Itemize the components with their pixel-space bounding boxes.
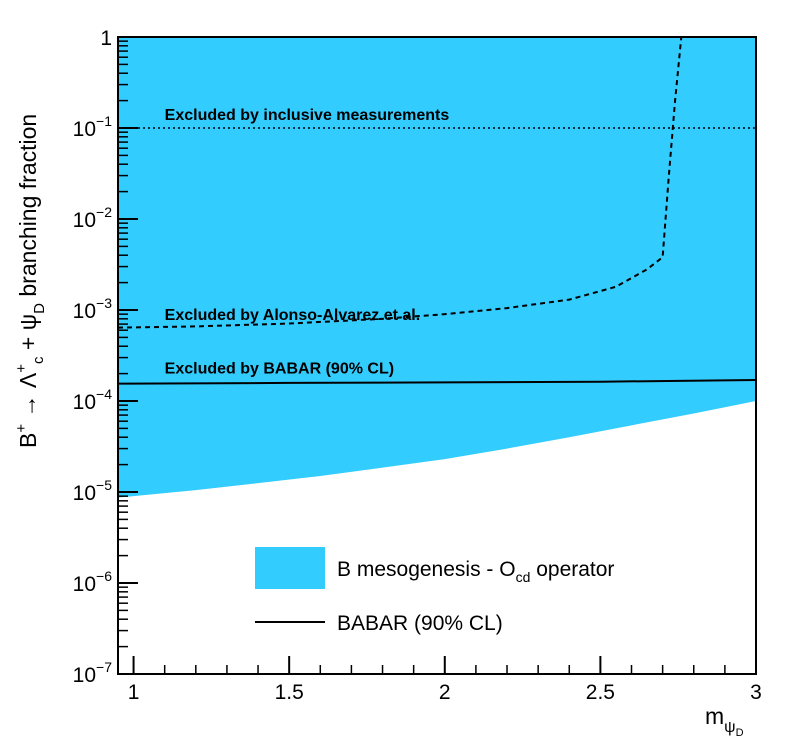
annotation-layer: Excluded by inclusive measurements Exclud… [165, 107, 450, 377]
y-tick-label: 10−2 [73, 204, 113, 232]
y-tick-label: 10−5 [73, 477, 113, 505]
x-tick-label: 2.5 [586, 681, 615, 704]
plot-frame [117, 36, 757, 675]
y-tick-label: 10−3 [73, 295, 113, 323]
x-tick-label: 1 [128, 681, 140, 704]
babar-limit-line [117, 379, 757, 385]
annotation-3: Excluded by BABAR (90% CL) [165, 361, 394, 378]
curve-layer [117, 36, 757, 385]
exclusion-band-layer [118, 37, 756, 498]
alonso-alvarez-line [117, 36, 683, 329]
y-tick-label: 10−6 [73, 568, 113, 596]
y-tick-label: 10−7 [73, 659, 113, 687]
legend-entry-label: BABAR (90% CL) [337, 612, 503, 635]
y-tick-label: 1 [100, 27, 112, 50]
legend-entry-label: B mesogenesis - Ocd operator [337, 558, 614, 585]
x-axis-label: mψD [705, 703, 744, 739]
annotation-2: Excluded by Alonso-Alvarez et al. [165, 307, 420, 324]
axes-layer: 1 1.5 2 2.5 3 10−7 10−6 10−5 10−4 10−3 10−2 10−1 1 [73, 27, 762, 704]
x-tick-label: 3 [750, 681, 762, 704]
x-tick-label: 2 [439, 681, 451, 704]
y-tick-label: 10−1 [73, 113, 113, 141]
axis-labels: mψD B+ → Λ+c + ψD branching fraction [13, 114, 744, 739]
y-axis: 10−7 10−6 10−5 10−4 10−3 10−2 10−1 1 [73, 27, 138, 687]
x-axis: 1 1.5 2 2.5 3 [128, 656, 762, 704]
y-axis-label: B+ → Λ+c + ψD branching fraction [13, 114, 48, 448]
legend-swatch-band [255, 547, 325, 589]
y-tick-label: 10−4 [73, 386, 113, 414]
y-axis-label-text: B+ → Λ+c + ψD branching fraction [13, 114, 48, 448]
x-tick-label: 1.5 [275, 681, 304, 704]
annotation-1: Excluded by inclusive measurements [165, 107, 450, 124]
exclusion-band [118, 37, 756, 498]
legend: B mesogenesis - Ocd operator BABAR (90% C… [255, 547, 614, 635]
